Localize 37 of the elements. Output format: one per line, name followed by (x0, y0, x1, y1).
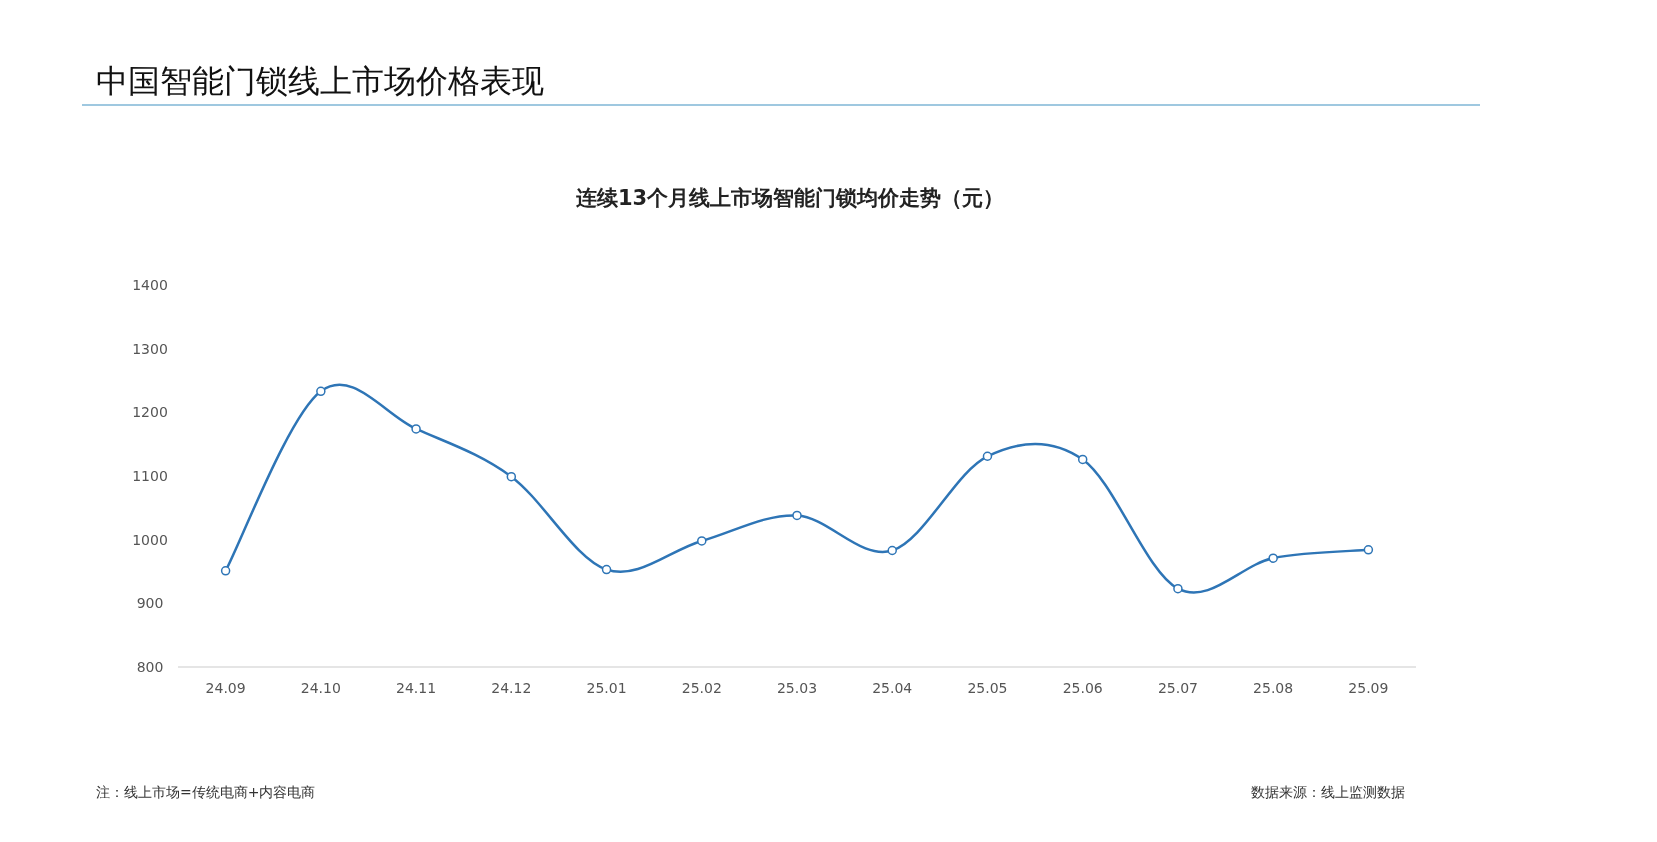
point (220, 566, 231, 576)
point (601, 564, 612, 575)
point (1173, 583, 1183, 594)
point (1363, 545, 1374, 555)
x-tick-label: 24.09 (205, 680, 246, 696)
x-tick-label: 25.01 (586, 680, 627, 696)
chart-subtitle: 连续13个月线上市场智能门锁均价走势（元） (574, 186, 1005, 210)
point (411, 424, 421, 434)
y-tick-label: 1400 (132, 277, 168, 293)
x-tick-label: 25.03 (776, 680, 818, 696)
x-tick-label: 25.06 (1062, 680, 1103, 696)
chart-title: 中国智能门锁线上市场价格表现 (96, 62, 544, 100)
x-tick-label: 25.05 (967, 680, 1008, 696)
point (506, 471, 517, 482)
x-tick-label: 25.07 (1157, 680, 1198, 696)
source-note: 数据来源：线上监测数据 (1251, 784, 1405, 800)
y-tick-label: 900 (136, 595, 164, 612)
y-tick-label: 800 (136, 659, 164, 675)
x-tick-label: 24.12 (491, 680, 532, 696)
x-tick-label: 24.11 (396, 680, 437, 696)
point (1077, 454, 1088, 465)
point (982, 451, 993, 462)
point (697, 536, 707, 546)
x-tick-label: 24.10 (300, 680, 341, 696)
x-tick-label: 25.09 (1348, 680, 1389, 696)
x-tick-label: 25.08 (1253, 680, 1294, 696)
x-tick-label: 25.02 (681, 680, 722, 696)
y-tick-label: 1200 (132, 404, 168, 421)
y-tick-label: 1100 (132, 468, 168, 484)
point (887, 545, 897, 556)
point (792, 510, 802, 521)
point (316, 386, 326, 397)
point (1268, 553, 1278, 563)
y-tick-label: 1300 (132, 340, 168, 357)
y-tick-label: 1000 (132, 531, 168, 548)
text: 注：线上市场=传统电商+内容电商 (96, 784, 316, 800)
x-tick-label: 25.04 (872, 680, 913, 696)
